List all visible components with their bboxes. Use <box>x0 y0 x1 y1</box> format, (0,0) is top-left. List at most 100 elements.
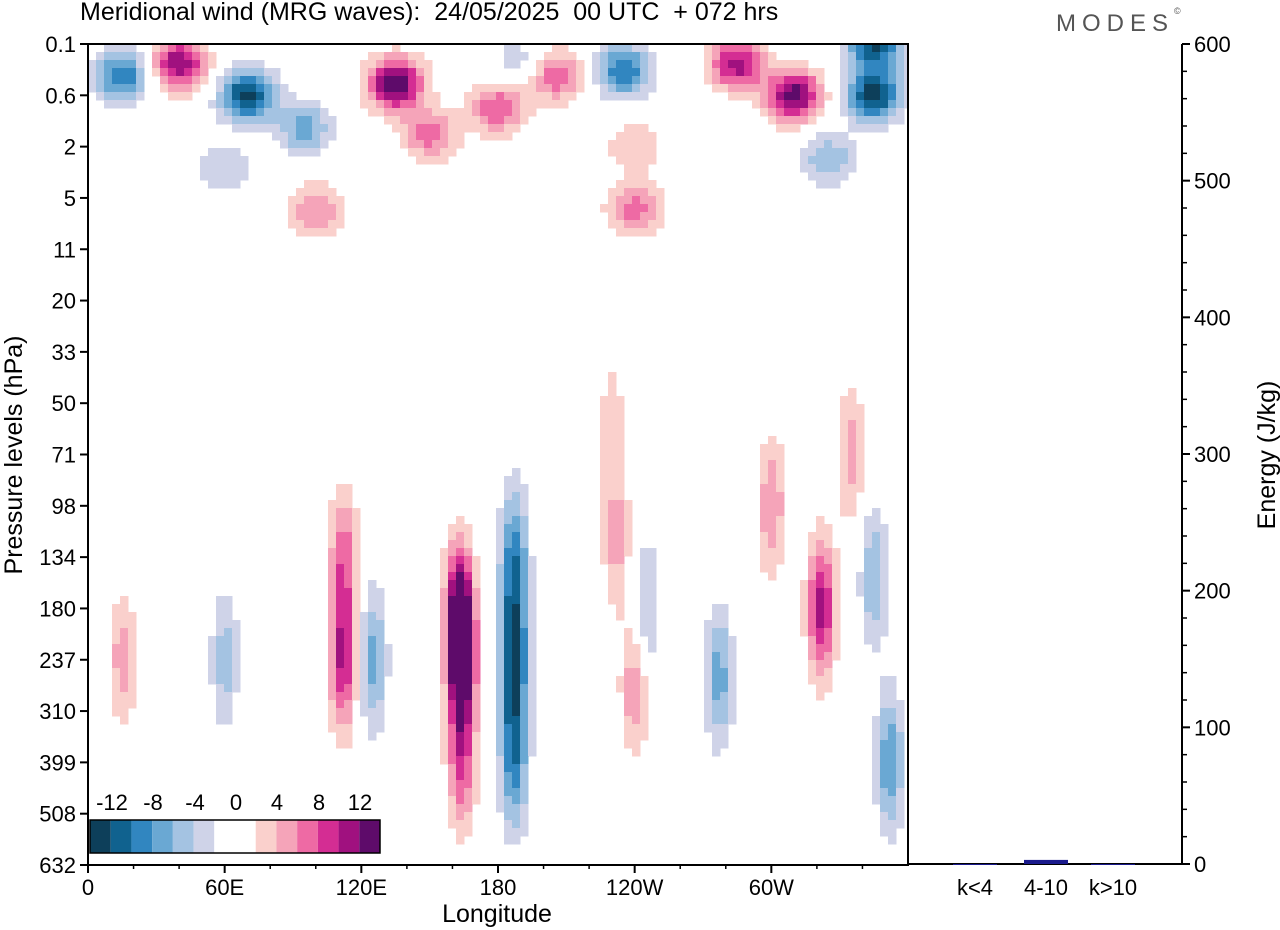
field-cell <box>344 572 353 581</box>
field-cell <box>608 524 617 533</box>
field-cell <box>624 740 633 749</box>
field-cell <box>344 644 353 653</box>
field-cell <box>880 804 889 813</box>
field-cell <box>344 564 353 573</box>
field-cell <box>336 220 345 229</box>
field-cell <box>816 156 825 165</box>
field-cell <box>128 652 137 661</box>
field-cell <box>896 748 905 757</box>
field-cell <box>488 84 497 93</box>
modes-logo: MODES© <box>1056 6 1181 37</box>
field-cell <box>712 652 721 661</box>
field-cell <box>504 532 513 541</box>
field-cell <box>648 628 657 637</box>
field-cell <box>280 100 289 109</box>
field-cell <box>408 100 417 109</box>
field-cell <box>104 92 113 101</box>
field-cell <box>872 596 881 605</box>
field-cell <box>456 692 465 701</box>
field-cell <box>376 596 385 605</box>
field-cell <box>872 740 881 749</box>
field-cell <box>464 732 473 741</box>
field-cell <box>416 148 425 157</box>
field-cell <box>440 708 449 717</box>
x-tick-label: 60W <box>749 875 794 900</box>
field-cell <box>520 652 529 661</box>
field-cell <box>624 692 633 701</box>
field-cell <box>408 52 417 61</box>
field-cell <box>520 612 529 621</box>
field-cell <box>224 612 233 621</box>
field-cell <box>288 212 297 221</box>
field-cell <box>736 60 745 69</box>
field-cell <box>616 564 625 573</box>
field-cell <box>600 92 609 101</box>
field-cell <box>888 828 897 837</box>
field-cell <box>120 92 129 101</box>
field-cell <box>440 116 449 125</box>
field-cell <box>504 596 513 605</box>
field-cell <box>880 564 889 573</box>
colorbar-label: -8 <box>143 790 163 815</box>
field-cell <box>440 692 449 701</box>
field-cell <box>776 476 785 485</box>
field-cell <box>640 700 649 709</box>
y-tick-label: 180 <box>39 596 76 621</box>
field-cell <box>384 76 393 85</box>
field-cell <box>216 676 225 685</box>
field-cell <box>528 556 537 565</box>
field-cell <box>808 660 817 669</box>
field-cell <box>840 68 849 77</box>
field-cell <box>416 132 425 141</box>
field-cell <box>224 164 233 173</box>
field-cell <box>752 84 761 93</box>
field-cell <box>448 564 457 573</box>
field-cell <box>496 540 505 549</box>
field-cell <box>872 580 881 589</box>
field-cell <box>872 92 881 101</box>
field-cell <box>856 100 865 109</box>
field-cell <box>808 164 817 173</box>
field-cell <box>720 68 729 77</box>
field-cell <box>624 724 633 733</box>
field-cell <box>136 52 145 61</box>
field-cell <box>776 92 785 101</box>
field-cell <box>272 108 281 117</box>
field-cell <box>224 652 233 661</box>
field-cell <box>344 724 353 733</box>
field-cell <box>328 220 337 229</box>
field-cell <box>888 692 897 701</box>
field-cell <box>440 556 449 565</box>
field-cell <box>304 108 313 117</box>
field-cell <box>336 644 345 653</box>
field-cell <box>504 620 513 629</box>
y-tick-label: 20 <box>52 289 76 314</box>
field-cell <box>208 668 217 677</box>
chart-title: Meridional wind (MRG waves): 24/05/2025 … <box>80 0 779 26</box>
y-tick-label: 98 <box>52 494 76 519</box>
field-cell <box>824 604 833 613</box>
field-cell <box>624 540 633 549</box>
field-cell <box>224 644 233 653</box>
field-cell <box>624 700 633 709</box>
field-cell <box>792 100 801 109</box>
field-cell <box>208 644 217 653</box>
field-cell <box>512 740 521 749</box>
field-cell <box>400 132 409 141</box>
field-cell <box>648 52 657 61</box>
field-cell <box>496 580 505 589</box>
field-cell <box>336 740 345 749</box>
field-cell <box>640 44 649 53</box>
field-cell <box>800 108 809 117</box>
field-cell <box>904 84 908 93</box>
field-cell <box>392 52 401 61</box>
field-cell <box>368 636 377 645</box>
field-cell <box>120 636 129 645</box>
field-cell <box>464 788 473 797</box>
field-cell <box>768 100 777 109</box>
field-cell <box>880 716 889 725</box>
colorbar-swatch <box>255 820 277 853</box>
field-cell <box>232 660 241 669</box>
field-cell <box>776 68 785 77</box>
